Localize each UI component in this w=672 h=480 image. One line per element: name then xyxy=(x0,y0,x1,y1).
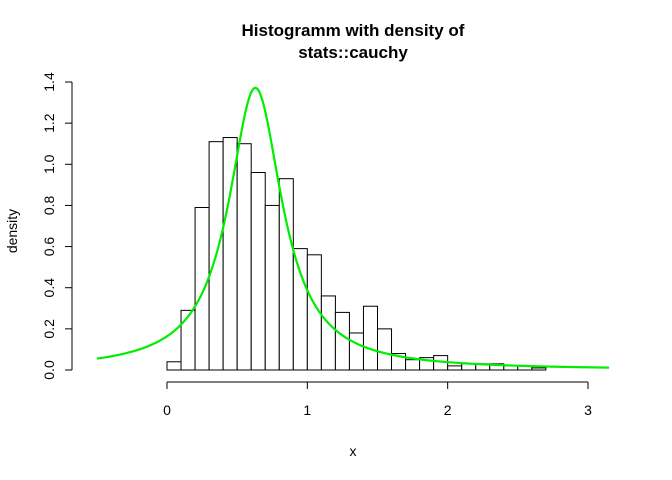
histogram-bar xyxy=(166,361,182,371)
chart-title-line1: Histogramm with density of xyxy=(242,21,465,40)
density-curve xyxy=(96,86,610,369)
y-tick-label: 1.0 xyxy=(41,154,57,174)
x-axis: 0 1 2 3 xyxy=(163,381,592,418)
histogram-bar xyxy=(320,295,336,371)
histogram-bar xyxy=(377,328,393,371)
histogram-bars xyxy=(166,137,547,371)
histogram-bar xyxy=(278,178,294,371)
histogram-bar xyxy=(236,143,252,371)
x-tick-label: 2 xyxy=(444,402,452,418)
y-tick-label: 0.8 xyxy=(41,195,57,215)
histogram-bar xyxy=(250,172,266,371)
y-tick-label: 0.0 xyxy=(41,360,57,380)
histogram-bar xyxy=(447,365,463,371)
histogram-bar xyxy=(180,309,196,371)
y-axis: 0.0 0.2 0.4 0.6 0.8 1.0 1.2 1.4 xyxy=(41,72,73,380)
chart-title-line2: stats::cauchy xyxy=(298,43,408,62)
y-tick-label: 1.4 xyxy=(41,72,57,92)
histogram-bar xyxy=(405,359,421,371)
histogram-bar xyxy=(531,367,547,371)
x-tick-label: 1 xyxy=(303,402,311,418)
histogram-bar xyxy=(362,305,379,371)
histogram-bar xyxy=(194,206,210,371)
y-tick-label: 0.6 xyxy=(41,237,57,257)
histogram-bar xyxy=(264,204,280,371)
y-axis-label: density xyxy=(4,209,20,253)
y-tick-label: 1.2 xyxy=(41,113,57,133)
histogram-bar xyxy=(334,311,350,371)
x-tick-label: 3 xyxy=(584,402,592,418)
histogram-bar xyxy=(292,248,308,371)
x-tick-label: 0 xyxy=(163,402,171,418)
histogram-bar xyxy=(348,332,364,371)
y-tick-label: 0.2 xyxy=(41,319,57,339)
x-axis-label: x xyxy=(350,443,357,459)
y-tick-label: 0.4 xyxy=(41,278,57,298)
